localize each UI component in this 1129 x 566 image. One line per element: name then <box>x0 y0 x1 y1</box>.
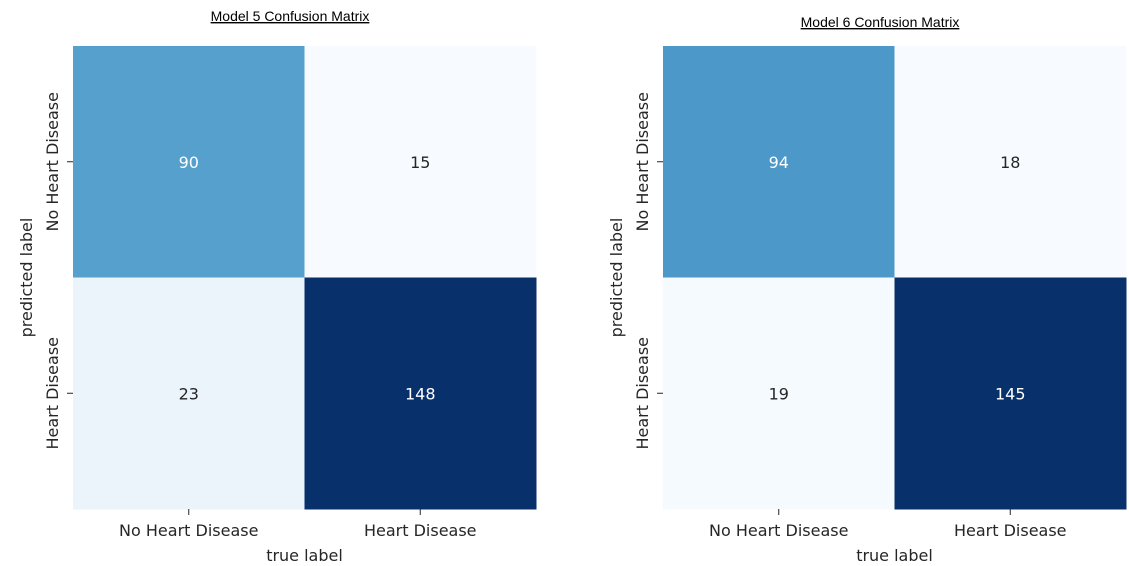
cell-value-label: 90 <box>179 153 199 172</box>
y-tick-label-heart-disease: Heart Disease <box>633 337 652 450</box>
cell-value-label: 18 <box>1000 153 1020 172</box>
chart-title: Model 5 Confusion Matrix <box>211 8 370 24</box>
heatmap-cell-r1-c1 <box>304 277 537 510</box>
heatmap-cell-r1-c0 <box>663 277 895 510</box>
heatmap-cell-r1-c0 <box>73 277 305 510</box>
cell-value-label: 23 <box>179 384 199 403</box>
x-tick-label-heart-disease: Heart Disease <box>364 521 477 540</box>
x-tick-label-heart-disease: Heart Disease <box>954 521 1067 540</box>
heatmap-cell-r1-c1 <box>894 277 1127 510</box>
y-tick-label-no-heart-disease: No Heart Disease <box>43 92 62 231</box>
heatmap-cell-r0-c1 <box>894 46 1127 278</box>
y-axis-label: predicted label <box>607 218 626 338</box>
x-tick-label-no-heart-disease: No Heart Disease <box>119 521 258 540</box>
y-tick-label-heart-disease: Heart Disease <box>43 337 62 450</box>
cell-value-label: 94 <box>769 153 789 172</box>
cell-value-label: 148 <box>405 384 436 403</box>
x-tick-label-no-heart-disease: No Heart Disease <box>709 521 848 540</box>
cell-value-label: 15 <box>410 153 430 172</box>
model-6-confusion-matrix-chart: Model 6 Confusion Matrix 94 18 19 145 No Hear… <box>607 14 1127 565</box>
y-tick-label-no-heart-disease: No Heart Disease <box>633 92 652 231</box>
heatmap-cell-r0-c0 <box>663 46 895 278</box>
cell-value-label: 19 <box>769 384 789 403</box>
chart-title: Model 6 Confusion Matrix <box>801 14 960 30</box>
heatmap-cell-r0-c1 <box>304 46 537 278</box>
x-axis-label: true label <box>266 546 343 565</box>
cell-value-label: 145 <box>995 384 1026 403</box>
x-axis-label: true label <box>856 546 933 565</box>
y-axis-label: predicted label <box>17 218 36 338</box>
model-5-confusion-matrix-chart: Model 5 Confusion Matrix 90 15 23 148 No Hear… <box>17 8 537 565</box>
heatmap-cell-r0-c0 <box>73 46 305 278</box>
